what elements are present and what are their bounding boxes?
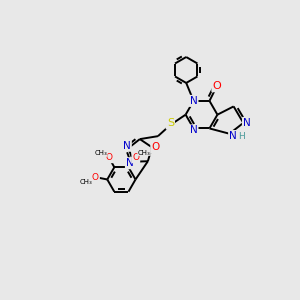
Text: N: N: [123, 141, 131, 151]
Text: S: S: [167, 118, 174, 128]
Text: N: N: [229, 131, 237, 141]
Text: N: N: [243, 118, 251, 128]
Text: O: O: [132, 153, 139, 162]
Text: O: O: [151, 142, 160, 152]
Text: N: N: [190, 125, 197, 136]
Text: CH₃: CH₃: [138, 149, 150, 155]
Text: CH₃: CH₃: [80, 178, 92, 184]
Text: O: O: [212, 81, 221, 91]
Text: CH₃: CH₃: [94, 150, 107, 156]
Text: O: O: [106, 153, 112, 162]
Text: O: O: [92, 172, 99, 182]
Text: N: N: [126, 158, 134, 168]
Text: H: H: [238, 132, 245, 141]
Text: N: N: [190, 96, 197, 106]
